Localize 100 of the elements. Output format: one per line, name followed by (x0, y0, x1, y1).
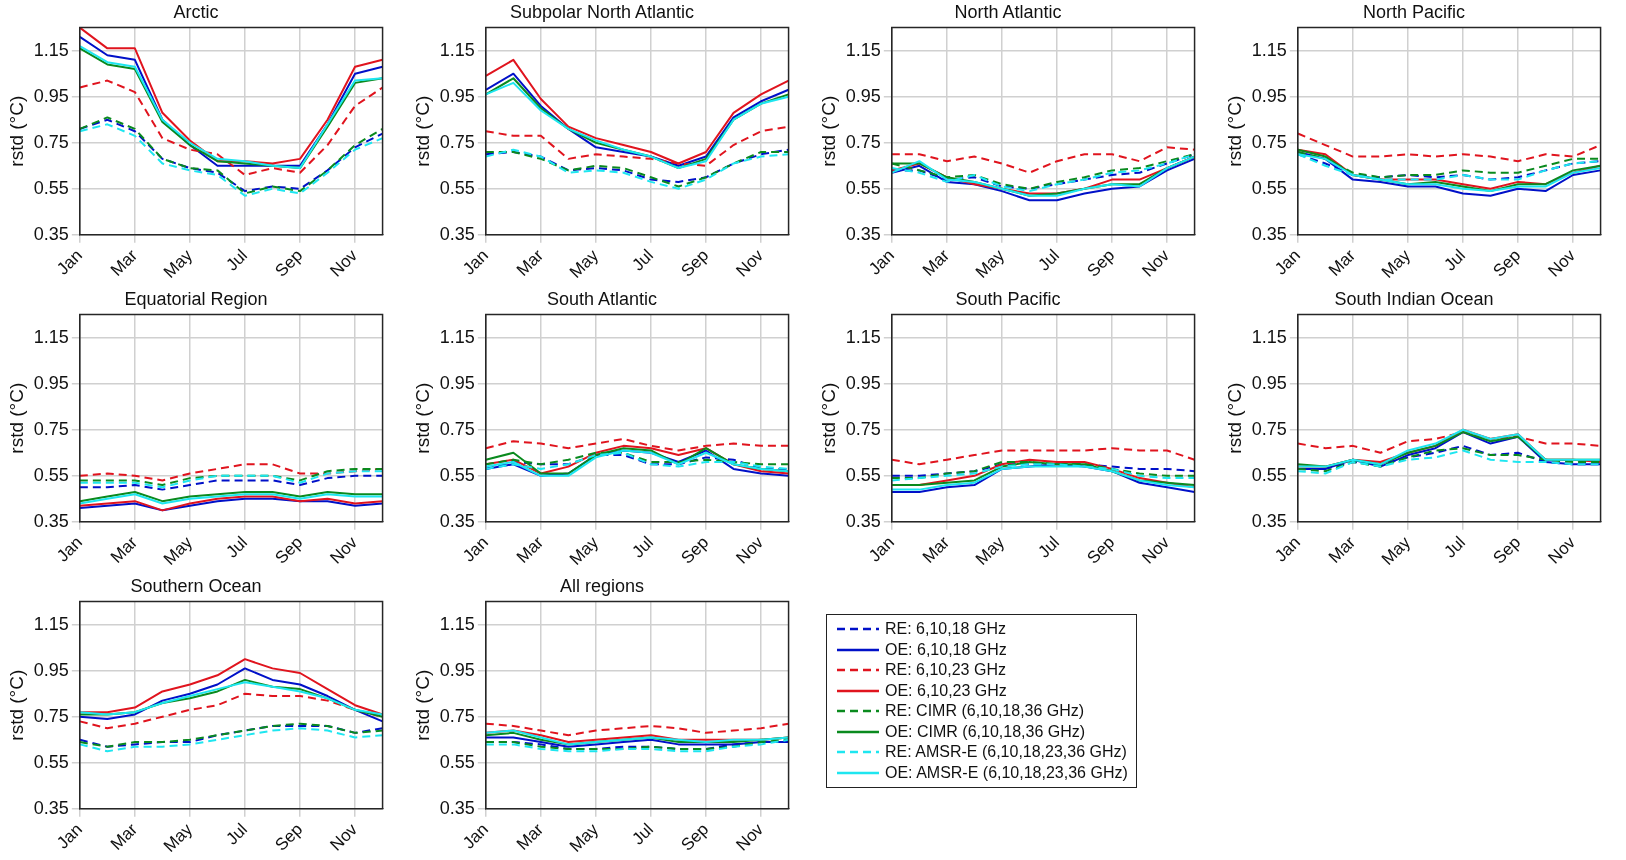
x-tick-label: Jan (53, 819, 86, 853)
x-tick-label: May (159, 819, 197, 856)
x-tick-label: May (1377, 532, 1415, 569)
y-tick-label: 0.35 (1251, 510, 1287, 531)
y-tick-label: 0.75 (1251, 418, 1287, 439)
y-tick-label: 1.15 (1251, 326, 1287, 347)
y-axis-title: rstd (°C) (5, 669, 27, 741)
y-tick-label: 0.75 (1251, 131, 1287, 152)
legend-label: OE: 6,10,18 GHz (885, 640, 1007, 659)
y-axis-title: rstd (°C) (411, 382, 433, 454)
legend-label: RE: AMSR-E (6,10,18,23,36 GHz) (885, 743, 1127, 762)
x-tick-label: Mar (512, 532, 548, 567)
x-tick-label: Jan (53, 245, 86, 279)
x-tick-label: Sep (1489, 532, 1525, 568)
y-tick-label: 0.55 (33, 177, 69, 198)
x-tick-label: Sep (271, 245, 307, 281)
y-tick-label: 0.95 (845, 85, 881, 106)
x-tick-label: Nov (1138, 245, 1174, 281)
chart-title: All regions (559, 575, 645, 596)
legend-label: RE: 6,10,23 GHz (885, 661, 1006, 680)
y-tick-label: 0.95 (1251, 372, 1287, 393)
y-tick-label: 0.55 (439, 464, 475, 485)
x-tick-label: Jul (1034, 245, 1064, 275)
legend-label: OE: CIMR (6,10,18,36 GHz) (885, 722, 1086, 741)
x-tick-label: Mar (512, 819, 548, 854)
y-tick-label: 1.15 (33, 326, 69, 347)
x-tick-label: Sep (1083, 532, 1119, 568)
y-tick-label: 1.15 (439, 39, 475, 60)
y-tick-label: 1.15 (33, 39, 69, 60)
chart-title: North Pacific (1362, 1, 1466, 22)
line-series (890, 146, 1196, 174)
y-tick-label: 0.35 (33, 510, 69, 531)
x-tick-label: May (971, 532, 1009, 569)
x-tick-label: Jul (1440, 532, 1470, 562)
x-tick-label: May (159, 245, 197, 282)
x-tick-label: Sep (1489, 245, 1525, 281)
y-tick-label: 1.15 (33, 613, 69, 634)
chart-title: South Pacific (955, 288, 1061, 309)
chart-title: Southern Ocean (130, 575, 262, 596)
y-tick-label: 1.15 (439, 613, 475, 634)
x-tick-label: Nov (1138, 532, 1174, 568)
x-tick-label: Jan (865, 245, 898, 279)
y-tick-label: 0.35 (845, 223, 881, 244)
y-tick-label: 0.55 (1251, 177, 1287, 198)
y-tick-label: 0.55 (845, 464, 881, 485)
y-axis-title: rstd (°C) (1223, 382, 1245, 454)
chart-title: Subpolar North Atlantic (509, 1, 695, 22)
x-tick-label: Jul (222, 819, 252, 849)
y-tick-label: 0.95 (439, 85, 475, 106)
y-tick-label: 0.35 (439, 223, 475, 244)
chart-title: South Atlantic (546, 288, 658, 309)
line-series (484, 722, 790, 737)
legend-label: RE: 6,10,18 GHz (885, 620, 1006, 639)
y-axis-title: rstd (°C) (1223, 95, 1245, 167)
y-tick-label: 0.95 (1251, 85, 1287, 106)
y-axis-title: rstd (°C) (411, 95, 433, 167)
y-axis-title: rstd (°C) (817, 382, 839, 454)
x-tick-label: Nov (732, 245, 768, 281)
x-tick-label: Nov (732, 532, 768, 568)
x-tick-label: Jul (1034, 532, 1064, 562)
y-tick-label: 0.35 (845, 510, 881, 531)
x-tick-label: Sep (677, 819, 713, 855)
y-tick-label: 0.55 (845, 177, 881, 198)
y-tick-label: 0.95 (439, 659, 475, 680)
y-tick-label: 0.95 (33, 85, 69, 106)
x-tick-label: Mar (512, 245, 548, 280)
y-tick-label: 1.15 (845, 326, 881, 347)
y-tick-label: 0.35 (439, 797, 475, 818)
legend-label: OE: AMSR-E (6,10,18,23,36 GHz) (885, 763, 1128, 782)
x-tick-label: Jan (865, 532, 898, 566)
x-tick-label: Nov (326, 245, 362, 281)
x-tick-label: Jan (459, 819, 492, 853)
y-tick-label: 0.75 (439, 131, 475, 152)
x-tick-label: Jul (628, 819, 658, 849)
y-tick-label: 0.55 (439, 751, 475, 772)
x-tick-label: Mar (106, 245, 142, 280)
x-tick-label: Nov (732, 819, 768, 855)
y-tick-label: 1.15 (439, 326, 475, 347)
y-tick-label: 0.95 (33, 659, 69, 680)
x-tick-label: May (971, 245, 1009, 282)
x-tick-label: May (565, 245, 603, 282)
line-series (78, 727, 384, 753)
y-tick-label: 0.75 (33, 705, 69, 726)
x-tick-label: Mar (106, 532, 142, 567)
y-tick-label: 0.55 (33, 464, 69, 485)
y-tick-label: 0.35 (1251, 223, 1287, 244)
chart-title: South Indian Ocean (1334, 288, 1494, 309)
chart-title: Arctic (173, 1, 219, 22)
x-tick-label: Jan (1271, 245, 1304, 279)
x-tick-label: Mar (106, 819, 142, 854)
x-tick-label: Jul (628, 245, 658, 275)
y-tick-label: 0.55 (439, 177, 475, 198)
x-tick-label: Sep (271, 819, 307, 855)
y-tick-label: 0.75 (845, 418, 881, 439)
x-tick-label: May (565, 532, 603, 569)
y-tick-label: 0.95 (845, 372, 881, 393)
y-axis-title: rstd (°C) (5, 382, 27, 454)
legend-label: RE: CIMR (6,10,18,36 GHz) (885, 702, 1085, 721)
x-tick-label: Jan (1271, 532, 1304, 566)
y-tick-label: 0.55 (1251, 464, 1287, 485)
